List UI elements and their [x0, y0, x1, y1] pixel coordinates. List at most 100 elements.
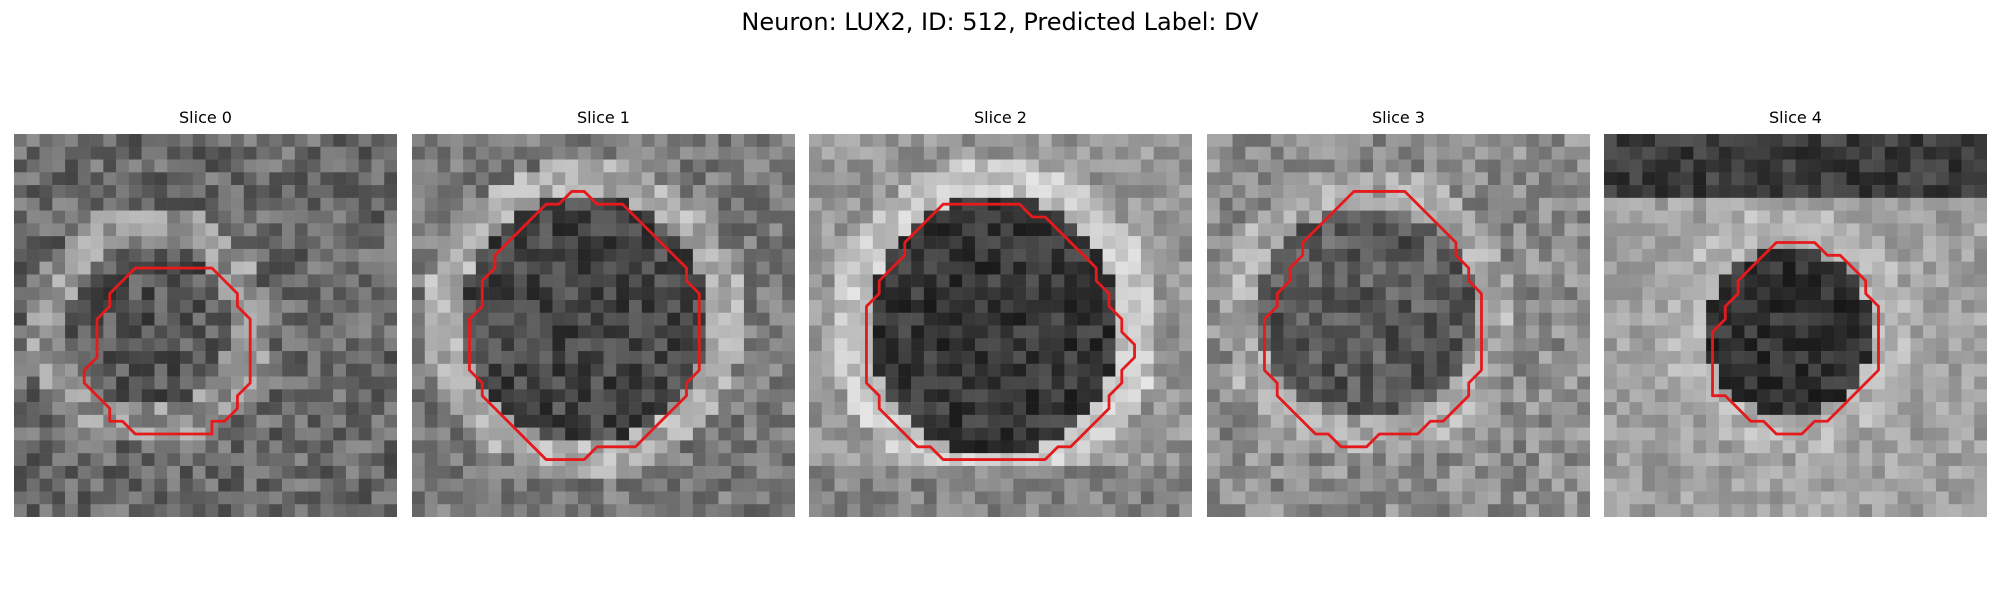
pixel — [1013, 146, 1027, 160]
pixel — [1309, 261, 1323, 275]
pixel — [667, 134, 681, 148]
pixel — [1526, 312, 1540, 326]
pixel — [565, 325, 579, 339]
pixel — [1232, 287, 1246, 301]
pixel — [1436, 185, 1450, 199]
pixel — [590, 134, 604, 148]
pixel — [847, 261, 861, 275]
pixel — [1642, 478, 1656, 492]
pixel — [412, 172, 426, 186]
pixel — [243, 159, 257, 173]
pixel — [1604, 491, 1618, 505]
pixel — [1526, 248, 1540, 262]
pixel — [1551, 465, 1565, 479]
pixel — [860, 287, 874, 301]
pixel — [616, 338, 630, 352]
pixel — [1398, 210, 1412, 224]
pixel — [834, 363, 848, 377]
pixel — [1462, 134, 1476, 148]
pixel — [1232, 440, 1246, 454]
pixel — [1935, 363, 1949, 377]
pixel — [1064, 376, 1078, 390]
pixel — [1487, 312, 1501, 326]
pixel — [987, 491, 1001, 505]
pixel — [1910, 299, 1924, 313]
pixel — [1000, 287, 1014, 301]
pixel — [1334, 325, 1348, 339]
pixel — [1757, 299, 1771, 313]
pixel — [1500, 363, 1514, 377]
pixel — [872, 465, 886, 479]
pixel — [1923, 159, 1937, 173]
pixel — [320, 210, 334, 224]
pixel — [128, 223, 142, 237]
pixel — [1321, 236, 1335, 250]
pixel — [911, 146, 925, 160]
pixel — [1846, 351, 1860, 365]
pixel — [1166, 223, 1180, 237]
pixel — [384, 236, 397, 250]
pixel — [1757, 146, 1771, 160]
pixel — [1500, 172, 1514, 186]
pixel — [294, 453, 308, 467]
pixel — [1245, 274, 1259, 288]
pixel — [1026, 274, 1040, 288]
pixel — [974, 274, 988, 288]
pixel — [14, 504, 28, 517]
pixel — [463, 478, 477, 492]
pixel — [1128, 287, 1142, 301]
pixel — [1757, 261, 1771, 275]
pixel — [450, 299, 464, 313]
pixel — [1424, 376, 1438, 390]
pixel — [26, 465, 40, 479]
pixel — [1064, 427, 1078, 441]
pixel — [358, 210, 372, 224]
pixel — [898, 287, 912, 301]
pixel — [116, 351, 130, 365]
pixel — [424, 427, 438, 441]
pixel — [1500, 389, 1514, 403]
pixel — [565, 440, 579, 454]
pixel — [1500, 478, 1514, 492]
pixel — [1513, 465, 1527, 479]
pixel — [1309, 363, 1323, 377]
pixel — [1821, 325, 1835, 339]
pixel — [1859, 299, 1873, 313]
pixel — [1309, 440, 1323, 454]
pixel — [1629, 248, 1643, 262]
pixel — [90, 376, 104, 390]
pixel — [1757, 312, 1771, 326]
pixel — [962, 376, 976, 390]
pixel — [1757, 287, 1771, 301]
pixel — [1897, 312, 1911, 326]
pixel — [1000, 440, 1014, 454]
pixel — [809, 172, 823, 186]
pixel — [565, 427, 579, 441]
pixel — [1680, 210, 1694, 224]
pixel — [629, 261, 643, 275]
pixel — [371, 287, 385, 301]
pixel — [205, 197, 219, 211]
pixel — [1258, 210, 1272, 224]
pixel — [282, 363, 296, 377]
pixel — [1475, 478, 1489, 492]
pixel — [1655, 504, 1669, 517]
pixel — [65, 440, 79, 454]
pixel — [371, 312, 385, 326]
pixel — [1642, 402, 1656, 416]
pixel — [782, 236, 795, 250]
pixel — [1449, 185, 1463, 199]
pixel — [1128, 223, 1142, 237]
pixel — [898, 223, 912, 237]
pixel — [680, 159, 694, 173]
pixel — [1667, 185, 1681, 199]
pixel — [1411, 338, 1425, 352]
pixel — [1642, 223, 1656, 237]
pixel — [692, 159, 706, 173]
pixel — [936, 274, 950, 288]
pixel — [923, 478, 937, 492]
pixel — [501, 287, 515, 301]
pixel — [987, 223, 1001, 237]
pixel — [450, 146, 464, 160]
pixel — [1948, 427, 1962, 441]
